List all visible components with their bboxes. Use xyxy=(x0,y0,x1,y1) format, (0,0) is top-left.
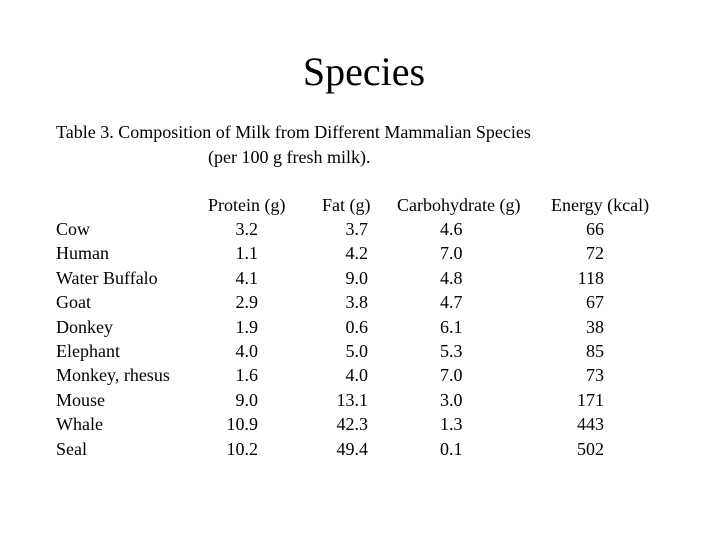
energy-cell: 171 xyxy=(577,389,604,410)
protein-cell: 1.9 xyxy=(235,316,259,337)
table-row: Whale 10.9 42.3 1.3 443 xyxy=(0,412,728,436)
fat-cell: 49.4 xyxy=(336,438,369,459)
carbohydrate-cell: 1.3 xyxy=(440,414,463,435)
fat-cell: 13.1 xyxy=(336,389,369,410)
energy-cell: 67 xyxy=(586,292,604,313)
table-row: Donkey 1.9 0.6 6.1 38 xyxy=(0,315,728,339)
carbohydrate-cell: 4.7 xyxy=(440,292,463,313)
protein-cell: 1.6 xyxy=(235,365,259,386)
carbohydrate-cell: 6.1 xyxy=(440,316,463,337)
species-cell: Mouse xyxy=(56,389,105,410)
column-header-energy: Energy (kcal) xyxy=(551,195,650,215)
protein-cell: 3.2 xyxy=(235,219,259,239)
energy-cell: 85 xyxy=(586,340,604,361)
fat-cell: 42.3 xyxy=(336,414,369,435)
table-row: Mouse 9.0 13.1 3.0 171 xyxy=(0,388,728,412)
protein-cell: 9.0 xyxy=(235,389,259,410)
column-header-carbohydrate: Carbohydrate (g) xyxy=(397,195,521,215)
table-row: Seal 10.2 49.4 0.1 502 xyxy=(0,437,728,461)
species-cell: Water Buffalo xyxy=(56,267,158,288)
species-cell: Human xyxy=(56,243,109,264)
fat-cell: 4.2 xyxy=(345,243,369,264)
fat-cell: 4.0 xyxy=(345,365,369,386)
fat-cell: 5.0 xyxy=(345,340,369,361)
carbohydrate-cell: 3.0 xyxy=(440,389,463,410)
milk-composition-table: Cow 3.2 3.7 4.6 66 Human 1.1 4.2 7.0 72 … xyxy=(0,217,728,461)
table-row: Goat 2.9 3.8 4.7 67 xyxy=(0,290,728,314)
species-cell: Seal xyxy=(56,438,87,459)
species-cell: Elephant xyxy=(56,340,120,361)
table-subcaption: (per 100 g fresh milk). xyxy=(208,147,371,167)
protein-cell: 10.2 xyxy=(226,438,259,459)
table-row: Water Buffalo 4.1 9.0 4.8 118 xyxy=(0,266,728,290)
species-cell: Whale xyxy=(56,414,103,435)
slide-title: Species xyxy=(302,49,426,94)
carbohydrate-cell: 0.1 xyxy=(440,438,463,459)
energy-cell: 502 xyxy=(577,438,604,459)
table-caption: Table 3. Composition of Milk from Differ… xyxy=(56,122,531,142)
fat-cell: 0.6 xyxy=(345,316,369,337)
protein-cell: 1.1 xyxy=(235,243,259,264)
fat-cell: 3.7 xyxy=(345,219,369,239)
carbohydrate-cell: 4.6 xyxy=(440,219,463,239)
carbohydrate-cell: 5.3 xyxy=(440,340,463,361)
energy-cell: 443 xyxy=(577,414,604,435)
carbohydrate-cell: 4.8 xyxy=(440,267,463,288)
table-row: Elephant 4.0 5.0 5.3 85 xyxy=(0,339,728,363)
table-row: Monkey, rhesus 1.6 4.0 7.0 73 xyxy=(0,363,728,387)
species-cell: Monkey, rhesus xyxy=(56,365,170,386)
protein-cell: 4.1 xyxy=(235,267,259,288)
species-cell: Donkey xyxy=(56,316,113,337)
protein-cell: 10.9 xyxy=(226,414,259,435)
carbohydrate-cell: 7.0 xyxy=(440,365,463,386)
energy-cell: 72 xyxy=(586,243,604,264)
column-header-protein: Protein (g) xyxy=(208,195,286,215)
species-cell: Goat xyxy=(56,292,91,313)
carbohydrate-cell: 7.0 xyxy=(440,243,463,264)
energy-cell: 66 xyxy=(586,219,604,239)
energy-cell: 38 xyxy=(586,316,604,337)
column-header-fat: Fat (g) xyxy=(322,195,371,215)
fat-cell: 9.0 xyxy=(345,267,369,288)
protein-cell: 4.0 xyxy=(235,340,259,361)
species-cell: Cow xyxy=(56,219,91,239)
table-row: Human 1.1 4.2 7.0 72 xyxy=(0,241,728,265)
fat-cell: 3.8 xyxy=(345,292,369,313)
energy-cell: 73 xyxy=(586,365,604,386)
energy-cell: 118 xyxy=(577,267,604,288)
protein-cell: 2.9 xyxy=(235,292,259,313)
table-row: Cow 3.2 3.7 4.6 66 xyxy=(0,217,728,241)
